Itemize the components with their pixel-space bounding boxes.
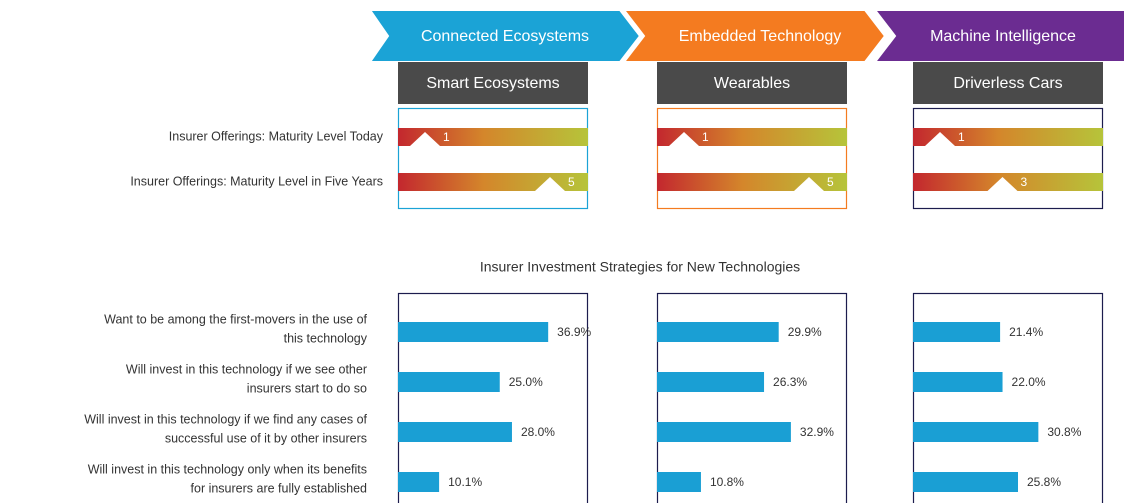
technology-header [913,62,1103,104]
value-label: 32.9% [800,425,834,439]
bar [398,472,440,492]
value-label: 22.0% [1012,375,1046,389]
maturity-panel [912,107,1104,210]
maturity-value: 1 [443,130,450,144]
bar [913,372,1003,392]
bar [657,422,791,442]
stage-chevron [621,9,887,63]
maturity-bar [398,128,588,146]
value-label: 26.3% [773,375,807,389]
category-label: successful use of it by other insurers [165,431,367,445]
bar [398,372,500,392]
category-label: this technology [284,331,368,345]
bar [913,422,1039,442]
value-label: 36.9% [557,325,591,339]
maturity-value: 1 [702,130,709,144]
stage-label: Embedded Technology [679,28,842,45]
value-label: 10.1% [448,475,482,489]
technology-label: Driverless Cars [953,75,1062,92]
value-label: 25.8% [1027,475,1061,489]
maturity-marker [535,177,565,191]
value-label: 28.0% [521,425,555,439]
category-label: for insurers are fully established [191,481,368,495]
maturity-marker [410,132,440,146]
maturity-marker [794,177,824,191]
bar-panel [656,292,848,503]
maturity-marker [669,132,699,146]
maturity-value: 5 [568,175,575,189]
category-label: insurers start to do so [247,381,367,395]
maturity-panel [397,107,589,210]
chart-title: Insurer Investment Strategies for New Te… [480,259,800,275]
maturity-row-label: Insurer Offerings: Maturity Level Today [169,129,384,143]
category-label: Will invest in this technology if we see… [126,362,367,376]
bar-panel [912,292,1104,503]
bar [913,322,1001,342]
maturity-value: 3 [1021,175,1028,189]
bar [657,472,701,492]
category-label: Will invest in this technology only when… [88,462,367,476]
stage-chevron [368,9,642,63]
maturity-marker [987,177,1018,191]
maturity-bar [657,128,847,146]
maturity-bar [913,128,1103,146]
bar-panel [397,292,589,503]
stage-label: Machine Intelligence [930,28,1076,45]
bar [657,372,765,392]
category-label: Want to be among the first-movers in the… [104,312,367,326]
value-label: 30.8% [1047,425,1081,439]
value-label: 29.9% [788,325,822,339]
technology-header [398,62,588,104]
maturity-bar [913,173,1103,191]
bar [657,322,779,342]
stage-label: Connected Ecosystems [421,28,589,45]
maturity-value: 1 [958,130,965,144]
category-label: Will invest in this technology if we fin… [84,412,367,426]
maturity-panel [656,107,848,210]
bar [398,322,549,342]
value-label: 25.0% [509,375,543,389]
value-label: 10.8% [710,475,744,489]
technology-label: Wearables [714,75,790,92]
maturity-marker [925,132,955,146]
maturity-row-label: Insurer Offerings: Maturity Level in Fiv… [130,174,383,188]
bar [398,422,512,442]
technology-label: Smart Ecosystems [426,75,559,92]
maturity-value: 5 [827,175,834,189]
technology-header [657,62,847,104]
bar [913,472,1019,492]
value-label: 21.4% [1009,325,1043,339]
